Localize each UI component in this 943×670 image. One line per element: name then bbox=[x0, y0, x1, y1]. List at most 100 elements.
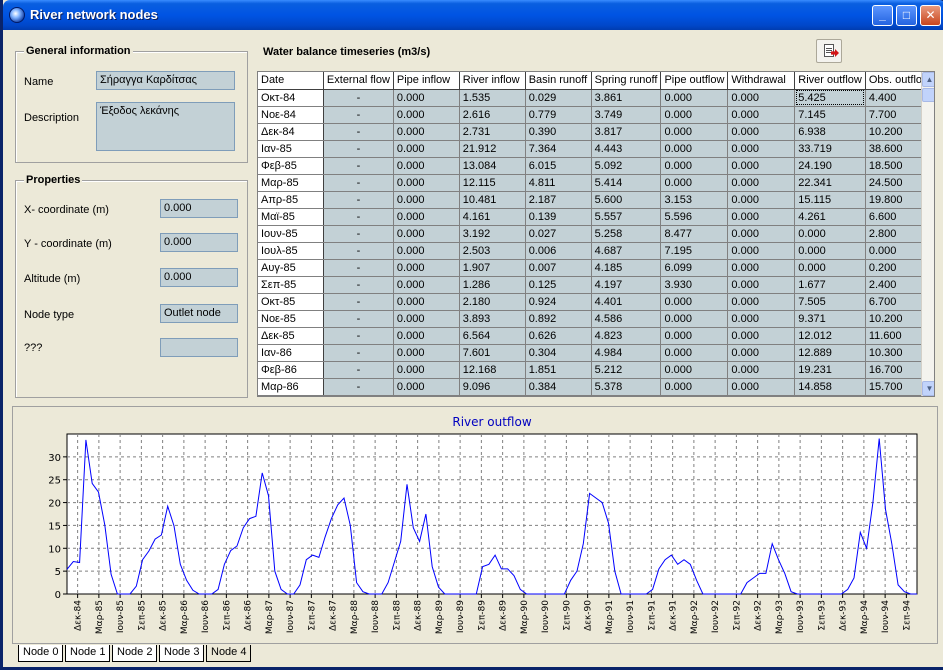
value-cell[interactable]: 2.800 bbox=[865, 225, 934, 243]
value-cell[interactable]: 11.600 bbox=[865, 327, 934, 345]
value-cell[interactable]: 0.000 bbox=[660, 140, 729, 158]
value-cell[interactable]: 10.200 bbox=[865, 123, 934, 141]
value-cell[interactable]: 0.000 bbox=[727, 123, 796, 141]
value-cell[interactable]: 1.907 bbox=[459, 259, 526, 277]
value-cell[interactable]: 4.185 bbox=[591, 259, 662, 277]
value-cell[interactable]: 0.000 bbox=[660, 106, 729, 124]
value-cell[interactable]: 15.115 bbox=[794, 191, 866, 209]
value-cell[interactable]: 10.481 bbox=[459, 191, 526, 209]
value-cell[interactable]: 5.596 bbox=[660, 208, 729, 226]
value-cell[interactable]: - bbox=[323, 140, 394, 158]
value-cell[interactable]: 0.029 bbox=[525, 89, 592, 107]
value-cell[interactable]: 0.125 bbox=[525, 276, 592, 294]
date-cell[interactable]: Φεβ-86 bbox=[258, 361, 324, 379]
value-cell[interactable]: 9.371 bbox=[794, 310, 866, 328]
tab-node-2[interactable]: Node 2 bbox=[112, 645, 158, 662]
value-cell[interactable]: 4.261 bbox=[794, 208, 866, 226]
date-cell[interactable]: Νοε-84 bbox=[258, 106, 324, 124]
value-cell[interactable]: 3.930 bbox=[660, 276, 729, 294]
value-cell[interactable]: 0.000 bbox=[794, 225, 866, 243]
value-cell[interactable]: 19.800 bbox=[865, 191, 934, 209]
description-field[interactable]: Έξοδος λεκάνης bbox=[96, 102, 235, 151]
value-cell[interactable]: 24.500 bbox=[865, 174, 934, 192]
value-cell[interactable]: 0.000 bbox=[660, 361, 729, 379]
value-cell[interactable]: 7.505 bbox=[794, 293, 866, 311]
value-cell[interactable]: 0.000 bbox=[727, 140, 796, 158]
table-row[interactable]: Ιαν-86-0.000 7.601 0.304 4.984 0.000 0.000 12.… bbox=[258, 344, 934, 362]
value-cell[interactable]: 0.000 bbox=[393, 344, 460, 362]
value-cell[interactable]: 0.000 bbox=[794, 259, 866, 277]
date-cell[interactable]: Οκτ-84 bbox=[258, 89, 324, 107]
unknown-field[interactable] bbox=[160, 338, 238, 357]
value-cell[interactable]: 5.258 bbox=[591, 225, 662, 243]
value-cell[interactable]: 6.015 bbox=[525, 157, 592, 175]
column-header[interactable]: Date bbox=[258, 72, 324, 90]
value-cell[interactable]: 0.000 bbox=[393, 276, 460, 294]
table-row[interactable]: Οκτ-84-0.000 1.535 0.029 3.861 0.000 0.000 5.4… bbox=[258, 89, 934, 107]
maximize-button[interactable]: □ bbox=[896, 5, 917, 26]
value-cell[interactable]: 12.168 bbox=[459, 361, 526, 379]
column-header[interactable]: Pipe outflow bbox=[660, 72, 729, 90]
value-cell[interactable]: 3.749 bbox=[591, 106, 662, 124]
value-cell[interactable]: 13.084 bbox=[459, 157, 526, 175]
value-cell[interactable]: - bbox=[323, 106, 394, 124]
value-cell[interactable]: - bbox=[323, 191, 394, 209]
value-cell[interactable]: 12.012 bbox=[794, 327, 866, 345]
value-cell[interactable]: 0.000 bbox=[393, 140, 460, 158]
scroll-up-button[interactable]: ▲ bbox=[922, 72, 934, 87]
value-cell[interactable]: 0.000 bbox=[727, 344, 796, 362]
value-cell[interactable]: - bbox=[323, 208, 394, 226]
value-cell[interactable]: 3.817 bbox=[591, 123, 662, 141]
column-header[interactable]: River outflow bbox=[794, 72, 866, 90]
value-cell[interactable]: 5.414 bbox=[591, 174, 662, 192]
value-cell[interactable]: 0.000 bbox=[727, 191, 796, 209]
value-cell[interactable]: 0.304 bbox=[525, 344, 592, 362]
date-cell[interactable]: Αυγ-85 bbox=[258, 259, 324, 277]
scroll-down-button[interactable]: ▼ bbox=[922, 381, 934, 396]
value-cell[interactable]: - bbox=[323, 242, 394, 260]
tab-node-3[interactable]: Node 3 bbox=[159, 645, 205, 662]
value-cell[interactable]: 5.600 bbox=[591, 191, 662, 209]
date-cell[interactable]: Ιαν-86 bbox=[258, 344, 324, 362]
value-cell[interactable]: 4.586 bbox=[591, 310, 662, 328]
column-header[interactable]: Basin runoff bbox=[525, 72, 592, 90]
value-cell[interactable]: 7.195 bbox=[660, 242, 729, 260]
value-cell[interactable]: 0.200 bbox=[865, 259, 934, 277]
value-cell[interactable]: 7.145 bbox=[794, 106, 866, 124]
value-cell[interactable]: 5.425 bbox=[794, 89, 866, 107]
column-header[interactable]: External flow bbox=[323, 72, 394, 90]
value-cell[interactable]: 0.000 bbox=[865, 242, 934, 260]
value-cell[interactable]: - bbox=[323, 174, 394, 192]
value-cell[interactable]: 10.200 bbox=[865, 310, 934, 328]
value-cell[interactable]: - bbox=[323, 157, 394, 175]
value-cell[interactable]: 0.006 bbox=[525, 242, 592, 260]
value-cell[interactable]: 0.000 bbox=[727, 106, 796, 124]
value-cell[interactable]: - bbox=[323, 123, 394, 141]
table-row[interactable]: Νοε-85-0.000 3.893 0.892 4.586 0.000 0.000 9.3… bbox=[258, 310, 934, 328]
value-cell[interactable]: 3.153 bbox=[660, 191, 729, 209]
value-cell[interactable]: 0.000 bbox=[727, 327, 796, 345]
table-row[interactable]: Μαρ-86-0.000 9.096 0.384 5.378 0.000 0.000 14.… bbox=[258, 378, 934, 396]
value-cell[interactable]: - bbox=[323, 259, 394, 277]
value-cell[interactable]: 1.286 bbox=[459, 276, 526, 294]
date-cell[interactable]: Δεκ-85 bbox=[258, 327, 324, 345]
table-row[interactable]: Ιουν-85-0.000 3.192 0.027 5.258 8.477 0.000 0.… bbox=[258, 225, 934, 243]
value-cell[interactable]: 4.197 bbox=[591, 276, 662, 294]
value-cell[interactable]: 0.000 bbox=[727, 276, 796, 294]
value-cell[interactable]: 21.912 bbox=[459, 140, 526, 158]
column-header[interactable]: Pipe inflow bbox=[393, 72, 460, 90]
value-cell[interactable]: - bbox=[323, 327, 394, 345]
value-cell[interactable]: 0.000 bbox=[660, 293, 729, 311]
table-row[interactable]: Ιουλ-85-0.000 2.503 0.006 4.687 7.195 0.000 0.… bbox=[258, 242, 934, 260]
value-cell[interactable]: 7.364 bbox=[525, 140, 592, 158]
value-cell[interactable]: 6.700 bbox=[865, 293, 934, 311]
value-cell[interactable]: 0.892 bbox=[525, 310, 592, 328]
value-cell[interactable]: 0.000 bbox=[660, 327, 729, 345]
value-cell[interactable]: 16.700 bbox=[865, 361, 934, 379]
value-cell[interactable]: 6.600 bbox=[865, 208, 934, 226]
value-cell[interactable]: 15.700 bbox=[865, 378, 934, 396]
value-cell[interactable]: 0.000 bbox=[727, 361, 796, 379]
value-cell[interactable]: - bbox=[323, 361, 394, 379]
value-cell[interactable]: 5.378 bbox=[591, 378, 662, 396]
column-header[interactable]: Spring runoff bbox=[591, 72, 662, 90]
